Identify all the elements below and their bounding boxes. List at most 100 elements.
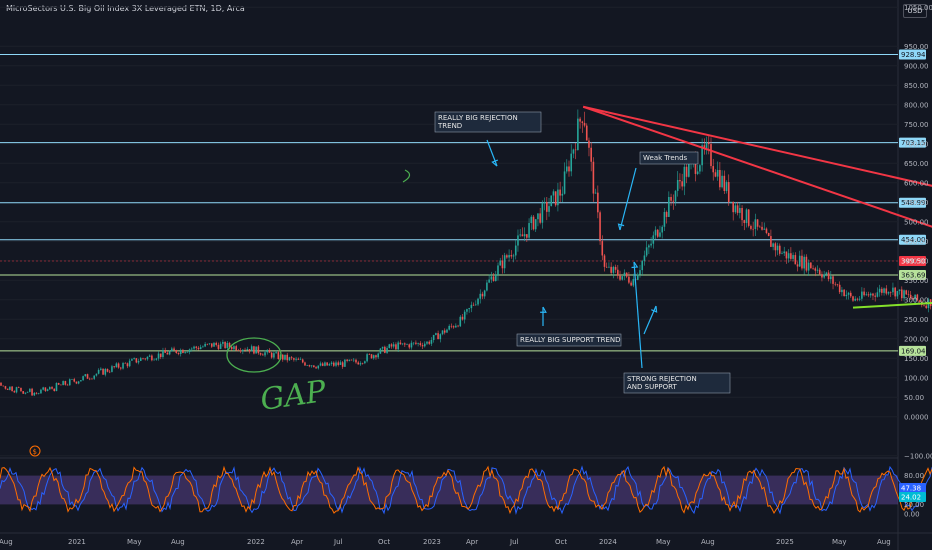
candle-body [419,343,422,346]
candle-body [710,144,712,167]
candle-body [219,343,222,349]
candle-body [199,347,202,350]
candle-body [632,279,635,286]
oscillator-line [0,465,932,515]
candle-body [315,367,317,369]
candle-body [570,153,573,172]
candle-body [171,348,173,352]
candle-body [379,348,382,354]
candle-body [91,378,93,380]
oscillator-line [0,465,932,515]
candle-body [49,387,51,390]
y-tick-label: 650.00 [904,160,929,168]
candle-body [905,290,908,295]
y-tick-label: 250.00 [904,316,929,324]
candle-body [397,342,399,350]
candle-body [186,352,189,353]
candle-body [310,365,313,367]
candle-body [463,311,466,320]
candle-body [33,392,36,396]
x-tick-label: Jul [509,538,519,546]
candle-body [264,352,266,356]
candle-body [787,253,790,259]
candle-body [64,381,67,385]
x-tick-label: May [127,538,141,546]
annotation-arrow [486,139,498,167]
x-tick-label: Oct [378,538,390,546]
candle-body [341,362,344,367]
currency-button[interactable]: USD [903,4,927,18]
candle-body [734,205,737,213]
y-tick-label: 700.00 [904,140,929,148]
candle-body [743,220,746,224]
candle-body [324,362,326,366]
candle-body [550,195,553,207]
candle-body [912,297,914,300]
candle-body [146,356,149,360]
x-tick-label: 2022 [247,538,265,546]
candle-body [843,289,845,297]
x-tick-label: May [832,538,846,546]
candle-body [557,189,559,206]
price-axis[interactable]: 1050.00 950.00 900.00 850.00 800.00 750.00 700… [904,4,932,519]
candle-body [222,341,224,344]
candle-body [24,392,27,394]
candle-body [364,361,366,364]
level-tag [899,49,926,60]
candle-body [588,140,590,148]
x-tick-label: May [656,538,670,546]
candle-body [636,274,639,280]
candle-body [173,348,175,351]
candle-body [652,235,655,244]
candle-body [705,142,708,149]
candle-body [468,308,470,310]
candle-body [641,261,644,271]
candle-body [878,288,881,293]
osc-readout-tag [899,492,926,502]
candle-body [122,362,124,369]
candle-body [288,357,291,361]
candle-body [783,251,786,254]
candle-body [883,288,885,293]
candle-body [501,260,504,269]
candle-body [741,208,743,221]
candle-body [561,193,564,196]
candle-body [752,228,754,230]
candle-body [656,229,659,237]
candle-body [778,245,781,254]
candle-body [685,166,688,177]
candle-body [404,343,406,345]
level-tag-label: 703.15 [901,139,926,147]
candle-body [792,255,794,259]
candle-body [612,266,615,273]
candle-body [574,149,577,151]
candle-body [197,347,200,350]
candle-body [845,294,848,297]
candle-body [810,262,812,269]
y-tick-label: 100.00 [904,374,929,382]
candle-body [421,345,424,347]
time-axis[interactable]: Aug 2021 May Aug 2022 Apr Jul Oct 2023 Apr Jul Oct 2… [0,538,891,546]
candle-body [195,346,198,348]
level-tag [899,234,926,245]
candle-body [17,387,20,388]
candle-body [253,346,255,354]
candle-body [430,340,433,344]
candle-body [583,122,586,126]
candle-body [337,362,340,365]
candle-body [523,234,526,237]
osc-tick-label: 20.00 [904,501,924,509]
candle-body [818,269,821,275]
candle-body [148,355,151,357]
y-tick-label: 450.00 [904,238,929,246]
candle-body [739,208,741,213]
annotation-box [516,333,622,347]
candle-body [565,166,568,172]
candle-body [457,325,459,327]
candle-body [754,219,757,230]
candle-body [0,382,2,386]
candle-body [543,201,546,204]
candle-body [88,378,91,380]
y-tick-label: 850.00 [904,82,929,90]
candle-body [781,253,783,254]
